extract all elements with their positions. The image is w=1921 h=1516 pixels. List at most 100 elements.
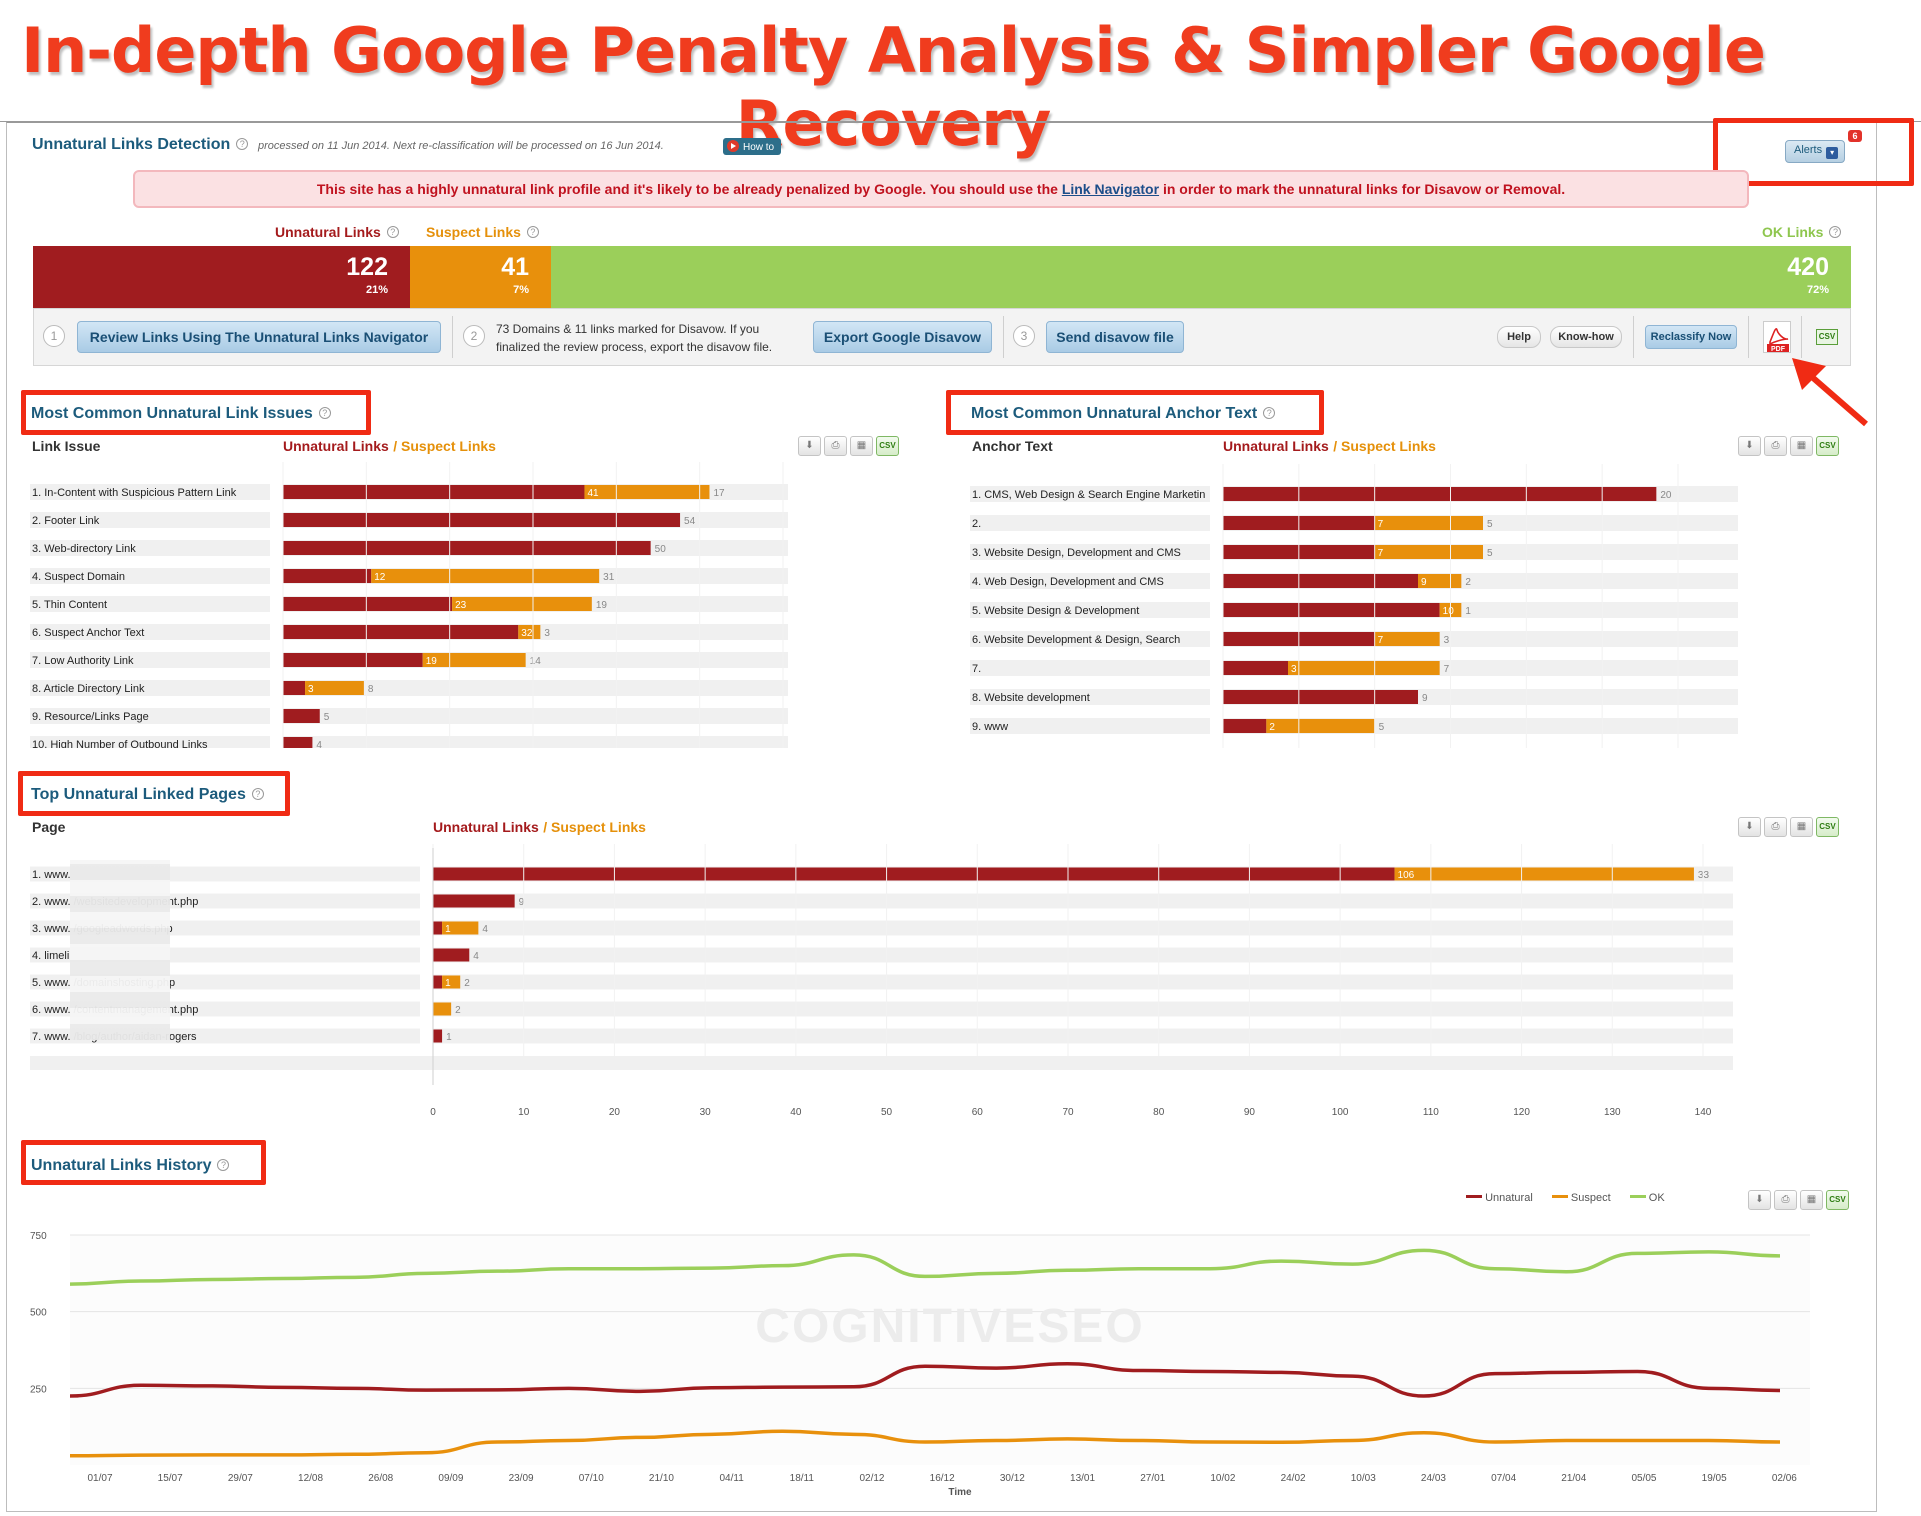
- processed-info: processed on 11 Jun 2014. Next re-classi…: [258, 140, 664, 152]
- x-tick-label: 04/11: [719, 1473, 744, 1484]
- help-icon[interactable]: ?: [251, 788, 264, 800]
- unnatural-value-label: 2: [1269, 722, 1275, 733]
- unnatural-bar: [1223, 603, 1440, 617]
- know-how-button[interactable]: Know-how: [1550, 326, 1622, 348]
- unnatural-value-label: 9: [1421, 577, 1427, 588]
- unnatural-value-label: 1: [445, 924, 451, 935]
- print-icon[interactable]: ⎙: [1764, 817, 1787, 837]
- suspect-value-label: 3: [544, 628, 550, 639]
- alerts-button[interactable]: Alerts ▾: [1785, 140, 1846, 163]
- anchor-toolbar: ⬇ ⎙ ▦ CSV: [1738, 436, 1839, 456]
- csv-icon[interactable]: CSV: [1826, 1190, 1849, 1210]
- pages-legend: Unnatural Links / Suspect Links: [433, 819, 646, 835]
- unnatural-bar: [1223, 574, 1418, 588]
- table-icon[interactable]: ▦: [850, 436, 873, 456]
- suspect-links-label: Suspect Links?: [426, 224, 539, 240]
- export-google-disavow-button[interactable]: Export Google Disavow: [813, 321, 992, 353]
- csv-icon[interactable]: CSV: [1816, 436, 1839, 456]
- unnatural-summary-bar[interactable]: 122 21%: [33, 246, 410, 308]
- link-navigator-link[interactable]: Link Navigator: [1061, 181, 1160, 197]
- highlight-alerts: [1713, 118, 1914, 186]
- row-label: 5. Thin Content: [32, 599, 107, 611]
- suspect-value-label: 5: [1487, 548, 1493, 559]
- suspect-summary-bar[interactable]: 41 7%: [410, 246, 551, 308]
- howto-button[interactable]: How to: [723, 138, 782, 155]
- unnatural-value-label: 54: [684, 516, 696, 527]
- divider: [1801, 316, 1802, 358]
- table-icon[interactable]: ▦: [1800, 1190, 1823, 1210]
- unnatural-value-label: 12: [374, 572, 386, 583]
- unnatural-links-label: Unnatural Links?: [275, 224, 399, 240]
- pages-title: Top Unnatural Linked Pages?: [31, 786, 264, 804]
- unnatural-value-label: 3: [1291, 664, 1297, 675]
- review-links-button[interactable]: Review Links Using The Unnatural Links N…: [77, 321, 441, 353]
- help-icon[interactable]: ?: [386, 226, 399, 238]
- row-background: [970, 573, 1210, 589]
- print-icon[interactable]: ⎙: [824, 436, 847, 456]
- x-axis-label: Time: [948, 1487, 972, 1498]
- unnatural-bar: [283, 653, 423, 667]
- help-icon[interactable]: ?: [217, 1159, 230, 1171]
- download-icon[interactable]: ⬇: [798, 436, 821, 456]
- legend-swatch: [1629, 1195, 1646, 1198]
- top-divider: [0, 121, 1921, 122]
- svg-text:PDF: PDF: [1771, 346, 1786, 353]
- suspect-value-label: 5: [1379, 722, 1385, 733]
- send-disavow-file-button[interactable]: Send disavow file: [1046, 321, 1184, 353]
- series-line-suspect: [69, 1429, 1781, 1458]
- suspect-bar: [452, 597, 592, 611]
- ok-count: 420: [1787, 253, 1829, 281]
- download-icon[interactable]: ⬇: [1738, 436, 1761, 456]
- row-background: [30, 624, 270, 640]
- help-button[interactable]: Help: [1497, 326, 1541, 348]
- row-background: [30, 652, 270, 668]
- csv-export-icon[interactable]: CSV: [1816, 329, 1838, 345]
- row-label: 3. Website Design, Development and CMS: [972, 547, 1181, 559]
- row-background: [970, 631, 1210, 647]
- x-tick-label: 27/01: [1140, 1473, 1165, 1484]
- x-tick-label: 120: [1513, 1107, 1530, 1118]
- help-icon[interactable]: ?: [1263, 407, 1276, 419]
- divider: [452, 316, 453, 358]
- pdf-export-icon[interactable]: PDF: [1763, 321, 1791, 353]
- row-background: [970, 689, 1210, 705]
- unnatural-bar: [433, 975, 443, 989]
- help-icon[interactable]: ?: [526, 226, 539, 238]
- row-background: [30, 680, 270, 696]
- x-tick-label: 13/01: [1070, 1473, 1095, 1484]
- print-icon[interactable]: ⎙: [1764, 436, 1787, 456]
- help-icon[interactable]: ?: [1829, 226, 1842, 238]
- row-label: 9. www: [972, 721, 1008, 733]
- help-icon[interactable]: ?: [236, 138, 249, 150]
- download-icon[interactable]: ⬇: [1748, 1190, 1771, 1210]
- suspect-value-label: 31: [603, 572, 615, 583]
- x-tick-label: 40: [790, 1107, 802, 1118]
- unnatural-value-label: 32: [521, 628, 533, 639]
- unnatural-bar: [433, 894, 515, 908]
- x-tick-label: 10/02: [1210, 1473, 1235, 1484]
- row-track: [433, 893, 1733, 909]
- unnatural-bar: [1223, 661, 1288, 675]
- suspect-bar: [442, 975, 461, 989]
- row-background: [30, 568, 270, 584]
- dashboard-frame: [6, 122, 1877, 1512]
- ok-summary-bar[interactable]: 420 72%: [551, 246, 1851, 308]
- reclassify-now-button[interactable]: Reclassify Now: [1645, 325, 1737, 349]
- unnatural-bar: [283, 709, 320, 723]
- unnatural-value-label: 20: [1660, 490, 1672, 501]
- help-icon[interactable]: ?: [318, 407, 331, 419]
- unnatural-bar: [283, 485, 585, 499]
- table-icon[interactable]: ▦: [1790, 436, 1813, 456]
- csv-icon[interactable]: CSV: [1816, 817, 1839, 837]
- csv-icon[interactable]: CSV: [876, 436, 899, 456]
- table-icon[interactable]: ▦: [1790, 817, 1813, 837]
- suspect-count: 41: [501, 253, 529, 281]
- redacted-urls: [70, 860, 170, 1040]
- unnatural-bar: [433, 867, 1395, 881]
- hero-title: In-depth Google Penalty Analysis & Simpl…: [21, 14, 1766, 160]
- row-track: [283, 680, 788, 696]
- row-track: [283, 736, 788, 748]
- download-icon[interactable]: ⬇: [1738, 817, 1761, 837]
- print-icon[interactable]: ⎙: [1774, 1190, 1797, 1210]
- issues-title: Most Common Unnatural Link Issues?: [31, 405, 331, 423]
